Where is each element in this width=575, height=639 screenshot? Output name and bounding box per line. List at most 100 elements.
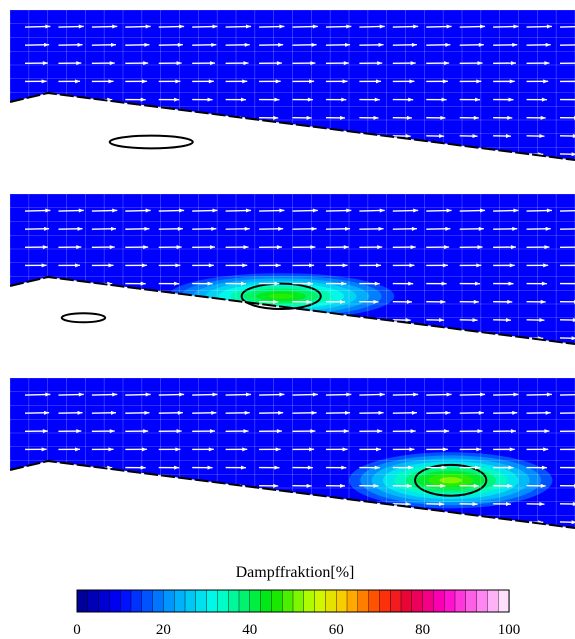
velocity-arrow <box>212 208 218 213</box>
velocity-arrow <box>338 134 344 139</box>
velocity-arrow <box>271 318 277 323</box>
velocity-arrow <box>240 97 246 102</box>
velocity-arrow <box>211 226 217 231</box>
velocity-arrow <box>207 97 213 102</box>
velocity-arrow <box>341 465 347 470</box>
velocity-arrow <box>480 24 486 29</box>
velocity-arrow <box>471 152 477 157</box>
velocity-arrow <box>312 392 318 397</box>
velocity-arrow <box>238 134 244 139</box>
colorbar-frame <box>76 589 510 613</box>
velocity-arrow <box>437 336 443 341</box>
velocity-arrow <box>176 429 182 434</box>
velocity-arrow <box>136 152 142 157</box>
velocity-arrow <box>480 208 486 213</box>
velocity-arrow <box>71 134 77 139</box>
flow-panel <box>9 378 575 529</box>
velocity-arrow <box>105 115 111 120</box>
velocity-arrow <box>541 97 547 102</box>
velocity-arrow <box>278 42 284 47</box>
velocity-arrow <box>437 152 443 157</box>
velocity-arrow <box>345 410 351 415</box>
velocity-arrow <box>179 24 185 29</box>
velocity-arrow <box>505 502 511 507</box>
velocity-arrow <box>203 336 209 341</box>
velocity-arrow <box>238 502 244 507</box>
velocity-arrow <box>409 263 415 268</box>
velocity-arrow <box>345 226 351 231</box>
velocity-arrow <box>476 447 482 452</box>
velocity-arrow <box>571 336 575 341</box>
velocity-arrow <box>73 97 79 102</box>
velocity-arrow <box>311 226 317 231</box>
velocity-arrow <box>406 483 412 488</box>
velocity-arrow <box>504 336 510 341</box>
velocity-arrow <box>306 483 312 488</box>
colorbar-cell <box>465 589 478 613</box>
velocity-arrow <box>75 79 81 84</box>
velocity-arrow <box>72 115 78 120</box>
velocity-arrow <box>70 520 76 525</box>
velocity-arrow <box>273 483 279 488</box>
velocity-arrow <box>370 152 376 157</box>
velocity-arrow <box>512 410 518 415</box>
velocity-arrow <box>507 115 513 120</box>
velocity-arrow <box>45 208 51 213</box>
velocity-arrow <box>508 465 514 470</box>
velocity-arrow <box>507 483 513 488</box>
velocity-arrow <box>170 152 176 157</box>
velocity-arrow <box>210 429 216 434</box>
velocity-arrow <box>244 42 250 47</box>
velocity-arrow <box>273 115 279 120</box>
colorbar-cell <box>368 589 381 613</box>
velocity-arrow <box>444 245 450 250</box>
velocity-arrow <box>176 245 182 250</box>
velocity-arrow <box>244 410 250 415</box>
velocity-arrow <box>107 97 113 102</box>
velocity-arrow <box>409 79 415 84</box>
colorbar-cell <box>260 589 273 613</box>
velocity-arrow <box>546 208 552 213</box>
velocity-arrow <box>279 24 285 29</box>
velocity-arrow <box>175 79 181 84</box>
colorbar-cell <box>206 589 219 613</box>
velocity-arrow <box>171 502 177 507</box>
velocity-arrow <box>305 502 311 507</box>
vapor-contour-line <box>60 312 107 324</box>
velocity-arrow <box>177 410 183 415</box>
velocity-arrow <box>139 483 145 488</box>
velocity-arrow <box>375 79 381 84</box>
velocity-arrow <box>307 281 313 286</box>
velocity-arrow <box>373 115 379 120</box>
velocity-arrow <box>410 61 416 66</box>
velocity-arrow <box>343 429 349 434</box>
velocity-arrow <box>211 410 217 415</box>
velocity-arrow <box>404 152 410 157</box>
colorbar-cell <box>422 589 435 613</box>
velocity-arrow <box>341 97 347 102</box>
velocity-arrow <box>304 152 310 157</box>
velocity-arrow <box>39 115 45 120</box>
velocity-arrow <box>341 281 347 286</box>
colorbar-tick-label: 40 <box>242 622 257 638</box>
colorbar-tick-label: 100 <box>498 622 521 638</box>
velocity-arrow <box>446 24 452 29</box>
velocity-arrow <box>441 97 447 102</box>
velocity-arrow <box>411 42 417 47</box>
colorbar-cell <box>357 589 370 613</box>
velocity-arrow <box>105 299 111 304</box>
velocity-arrow <box>276 245 282 250</box>
velocity-arrow <box>375 263 381 268</box>
velocity-arrow <box>40 97 46 102</box>
colorbar-cell <box>444 589 456 613</box>
velocity-arrow <box>243 429 249 434</box>
velocity-arrow <box>172 299 178 304</box>
velocity-arrow <box>203 520 209 525</box>
velocity-arrow <box>141 79 147 84</box>
velocity-arrow <box>541 281 547 286</box>
velocity-arrow <box>572 318 575 323</box>
velocity-arrow <box>36 152 42 157</box>
velocity-arrow <box>41 263 47 268</box>
velocity-arrow <box>544 245 550 250</box>
